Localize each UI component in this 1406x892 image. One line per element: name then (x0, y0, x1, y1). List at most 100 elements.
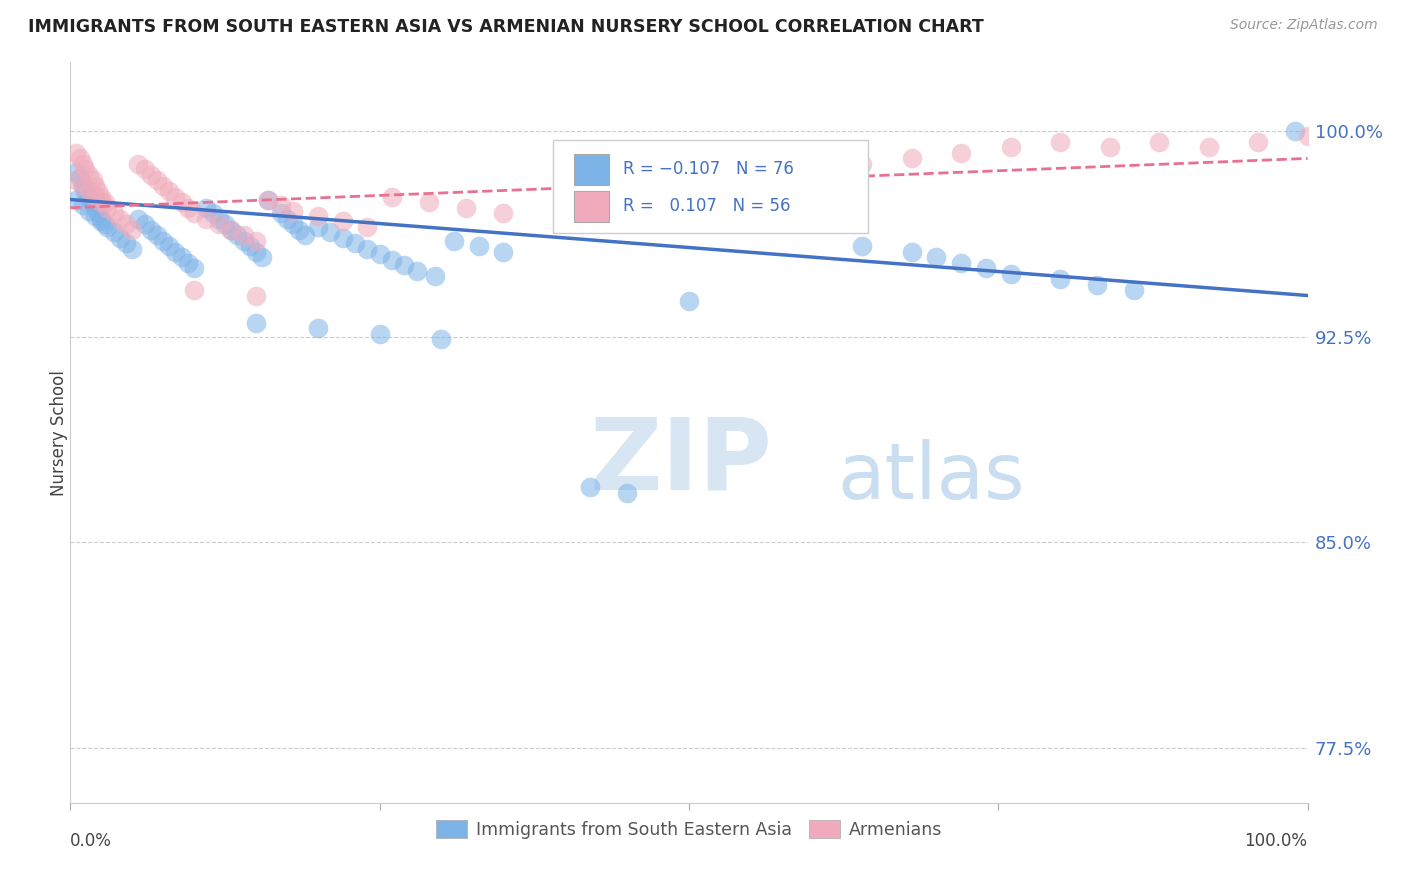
Point (319, 226, 342, 240)
Point (394, 258, 416, 272)
Point (177, 201, 200, 215)
Text: 0.0%: 0.0% (70, 832, 112, 850)
Point (208, 211, 231, 226)
Point (294, 228, 316, 243)
Point (121, 223, 143, 237)
Bar (574, 153, 609, 185)
Point (146, 228, 169, 243)
Point (418, 195, 440, 210)
Point (492, 244, 515, 259)
Point (356, 242, 378, 256)
Text: atlas: atlas (838, 439, 1025, 515)
Text: ZIP: ZIP (591, 414, 773, 511)
Point (1247, 135, 1270, 149)
Point (974, 261, 997, 276)
Point (108, 211, 131, 226)
Point (425, 269, 447, 284)
Point (232, 234, 254, 248)
Point (90, 195, 112, 210)
Text: R = −0.107   N = 76: R = −0.107 N = 76 (623, 160, 794, 178)
Point (82, 195, 104, 210)
Point (270, 198, 292, 212)
Point (245, 244, 267, 259)
Point (1098, 140, 1121, 154)
Point (257, 193, 280, 207)
Point (94, 217, 117, 231)
Point (139, 223, 162, 237)
Point (165, 190, 187, 204)
Point (82, 173, 104, 187)
Point (381, 252, 404, 267)
Point (1198, 140, 1220, 154)
Point (281, 203, 304, 218)
FancyBboxPatch shape (553, 140, 869, 233)
Point (219, 223, 242, 237)
Point (121, 242, 143, 256)
Point (170, 250, 193, 264)
Point (157, 184, 180, 198)
Point (214, 217, 236, 231)
Point (96, 201, 118, 215)
Point (108, 231, 131, 245)
Bar (574, 191, 609, 221)
Point (368, 326, 391, 341)
Point (77, 168, 100, 182)
Point (183, 283, 205, 297)
Point (950, 145, 973, 160)
Point (851, 239, 873, 253)
Point (195, 201, 218, 215)
Point (65, 165, 87, 179)
Point (1049, 272, 1071, 286)
Point (90, 214, 112, 228)
Point (900, 244, 922, 259)
Point (226, 228, 249, 243)
Point (115, 236, 138, 251)
Point (343, 236, 366, 251)
Point (72, 178, 94, 193)
Point (1000, 140, 1022, 154)
Point (208, 217, 231, 231)
Point (75, 162, 97, 177)
Point (84, 201, 107, 215)
Point (405, 264, 427, 278)
Point (69, 170, 91, 185)
Point (72, 198, 94, 212)
Point (84, 209, 107, 223)
Point (72, 157, 94, 171)
Point (281, 217, 304, 231)
Legend: Immigrants from South Eastern Asia, Armenians: Immigrants from South Eastern Asia, Arme… (429, 814, 949, 846)
Point (678, 293, 700, 308)
Point (381, 190, 404, 204)
Point (94, 195, 117, 210)
Point (152, 178, 174, 193)
Point (356, 219, 378, 234)
Point (103, 226, 125, 240)
Point (232, 228, 254, 243)
Point (84, 190, 107, 204)
Point (1000, 267, 1022, 281)
Point (219, 223, 242, 237)
Point (90, 190, 112, 204)
Point (146, 173, 169, 187)
Point (270, 206, 292, 220)
Point (950, 255, 973, 269)
Point (245, 316, 267, 330)
Text: 100.0%: 100.0% (1244, 832, 1308, 850)
Point (307, 219, 329, 234)
Point (69, 152, 91, 166)
Point (195, 211, 218, 226)
Point (467, 239, 489, 253)
Point (307, 209, 329, 223)
Point (851, 157, 873, 171)
Point (245, 234, 267, 248)
Point (103, 206, 125, 220)
Point (152, 234, 174, 248)
Point (90, 211, 112, 226)
Point (157, 239, 180, 253)
Point (65, 193, 87, 207)
Point (332, 231, 354, 245)
Point (139, 168, 162, 182)
Point (170, 195, 193, 210)
Point (165, 244, 187, 259)
Point (1147, 135, 1170, 149)
